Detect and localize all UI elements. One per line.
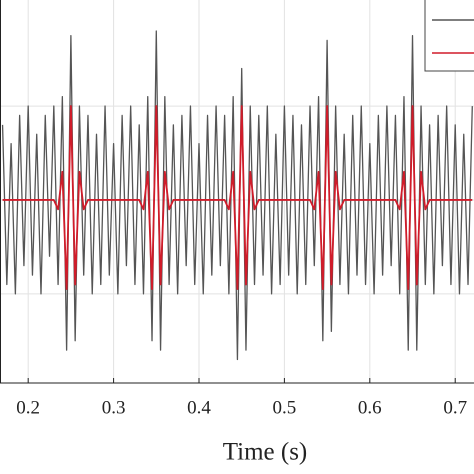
- x-tick-label: 0.4: [187, 397, 211, 418]
- legend-box: [424, 0, 474, 72]
- x-tick-label: 0.6: [358, 397, 382, 418]
- series-line: [2, 105, 473, 291]
- plot: [1, 30, 473, 361]
- x-tick-label: 0.7: [443, 397, 467, 418]
- x-tick-label: 0.3: [102, 397, 126, 418]
- x-axis-label: Time (s): [223, 439, 308, 466]
- series-line: [1, 30, 473, 361]
- x-tick-label: 0.5: [273, 397, 297, 418]
- legend: [424, 0, 474, 72]
- x-tick-label: 0.2: [16, 397, 40, 418]
